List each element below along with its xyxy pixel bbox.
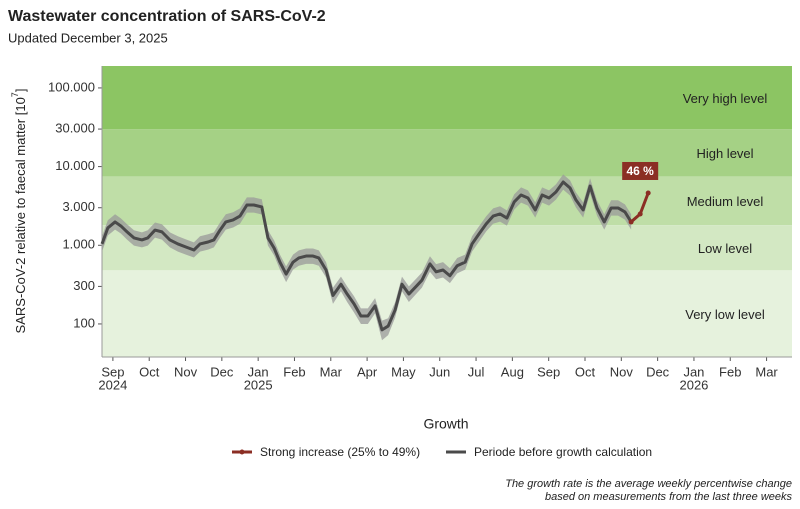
- legend-label: Strong increase (25% to 49%): [260, 445, 420, 459]
- legend-marker: [239, 449, 245, 455]
- legend-label: Periode before growth calculation: [474, 445, 652, 459]
- x-tick-label: Nov: [610, 364, 634, 379]
- y-axis-label-text: SARS-CoV-2 relative to faecal matter [10: [13, 97, 28, 333]
- x-tick-label: Aug: [501, 364, 524, 379]
- x-year-label: 2024: [98, 377, 127, 392]
- y-tick-label: 100.000: [48, 79, 95, 94]
- level-band: [102, 176, 792, 226]
- band-label: High level: [696, 146, 753, 161]
- series-line: [100, 180, 633, 332]
- x-tick-label: Sep: [537, 364, 560, 379]
- y-axis-label: SARS-CoV-2 relative to faecal matter [10…: [10, 89, 28, 334]
- y-tick-label: 300: [73, 278, 95, 293]
- growth-label: 46 %: [627, 164, 655, 178]
- x-tick-label: Jan: [248, 364, 269, 379]
- band-label: Very low level: [685, 307, 765, 322]
- level-band: [102, 270, 792, 357]
- band-label: Low level: [698, 241, 752, 256]
- y-tick-label: 3.000: [62, 199, 95, 214]
- chart-title: Wastewater concentration of SARS-CoV-2: [8, 8, 326, 25]
- x-tick-label: May: [391, 364, 416, 379]
- level-band: [102, 129, 792, 177]
- level-band: [102, 66, 792, 130]
- y-tick-label: 10.000: [55, 158, 95, 173]
- footnote: The growth rate is the average weekly pe…: [505, 478, 792, 490]
- y-axis-label-exponent: 7: [10, 92, 20, 97]
- data-point: [637, 211, 643, 217]
- x-tick-label: Feb: [719, 364, 741, 379]
- data-point: [645, 190, 651, 196]
- data-point: [628, 219, 634, 225]
- y-tick-label: 30.000: [55, 121, 95, 136]
- band-label: Very high level: [683, 91, 768, 106]
- band-label: Medium level: [687, 194, 764, 209]
- y-tick-label: 100: [73, 315, 95, 330]
- x-year-label: 2026: [679, 377, 708, 392]
- x-tick-label: Dec: [646, 364, 670, 379]
- x-tick-label: Jan: [683, 364, 704, 379]
- x-tick-label: Dec: [210, 364, 234, 379]
- x-tick-label: Nov: [174, 364, 198, 379]
- legend-title: Growth: [423, 416, 468, 432]
- growth-badge: [622, 161, 659, 180]
- x-tick-label: Feb: [283, 364, 305, 379]
- x-tick-label: Apr: [357, 364, 378, 379]
- x-year-label: 2025: [244, 377, 273, 392]
- y-tick-label: 1.000: [62, 237, 95, 252]
- x-tick-label: Jul: [468, 364, 485, 379]
- x-tick-label: Sep: [101, 364, 124, 379]
- y-axis-label-text: ]: [13, 89, 28, 93]
- x-tick-label: Oct: [139, 364, 160, 379]
- x-tick-label: Oct: [575, 364, 596, 379]
- chart-subtitle: Updated December 3, 2025: [8, 30, 168, 45]
- footnote: based on measurements from the last thre…: [545, 491, 793, 503]
- x-tick-label: Mar: [320, 364, 343, 379]
- x-tick-label: Jun: [429, 364, 450, 379]
- x-tick-label: Mar: [755, 364, 778, 379]
